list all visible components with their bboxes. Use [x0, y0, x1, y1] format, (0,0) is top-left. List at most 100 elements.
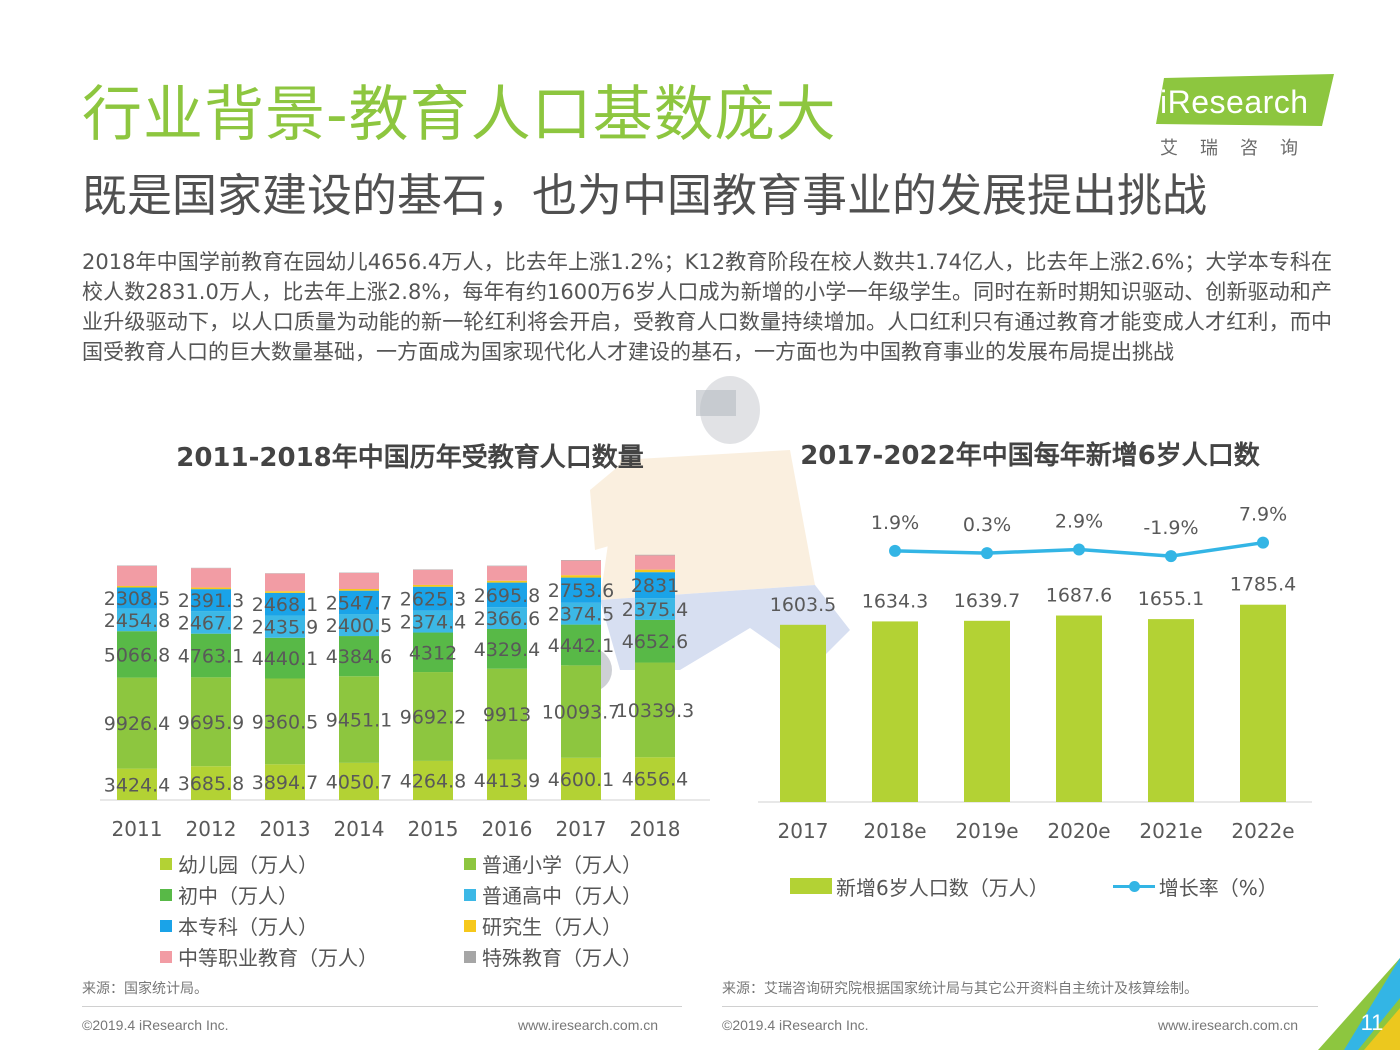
growth-rate-point	[981, 547, 993, 560]
data-label: 4264.8	[400, 770, 466, 792]
legend-item-primary-school: 普通小学（万人）	[464, 848, 680, 879]
bar-segment	[635, 662, 675, 758]
growth-rate-label: -1.9%	[1143, 517, 1198, 539]
data-label: 4329.4	[474, 639, 540, 661]
bar-segment	[339, 636, 379, 677]
legend-swatch	[160, 857, 172, 870]
legend-item-junior-high: 初中（万人）	[160, 879, 464, 910]
data-label: 2308.5	[104, 588, 170, 610]
bar-segment	[117, 677, 157, 769]
data-label: 2625.3	[400, 589, 466, 611]
bar-segment	[339, 676, 379, 763]
data-label: 10339.3	[616, 700, 695, 722]
data-label: 4600.1	[548, 769, 614, 791]
page-number: 11	[1360, 1010, 1384, 1035]
x-tick-label: 2019e	[955, 819, 1018, 843]
legend-swatch	[160, 919, 172, 932]
data-label: 4384.6	[326, 646, 392, 668]
bar-segment	[191, 589, 231, 612]
growth-rate-label: 0.3%	[963, 514, 1011, 536]
bar-segment	[635, 598, 675, 620]
data-label: 2467.2	[178, 612, 244, 634]
x-tick-label: 2016	[482, 817, 533, 841]
iresearch-logo: iResearch 艾瑞咨询	[1146, 74, 1336, 164]
left-source-note: 来源：国家统计局。	[82, 981, 208, 997]
growth-rate-label: 7.9%	[1239, 504, 1287, 526]
legend-label: 中等职业教育（万人）	[178, 946, 378, 970]
left-chart-legend: 幼儿园（万人） 普通小学（万人） 初中（万人） 普通高中（万人） 本专科（万人）…	[160, 848, 680, 976]
x-tick-label: 2021e	[1139, 819, 1202, 843]
data-label: 3894.7	[252, 772, 318, 794]
legend-label: 幼儿园（万人）	[178, 853, 318, 877]
data-label: 10093.7	[542, 702, 621, 724]
footer-url-left: www.iresearch.com.cn	[518, 1017, 659, 1033]
x-tick-label: 2013	[260, 817, 311, 841]
legend-label: 特殊教育（万人）	[482, 946, 642, 970]
data-label: 2468.1	[252, 594, 318, 616]
data-label: 2374.4	[400, 612, 466, 634]
bar-segment	[561, 577, 601, 603]
logo-background-shape	[1156, 74, 1334, 126]
data-label: 2454.8	[104, 610, 170, 632]
data-label: 2547.7	[326, 592, 392, 614]
bar-segment	[635, 569, 675, 573]
data-label: 4652.6	[622, 631, 688, 653]
bar	[780, 624, 826, 802]
bar-segment	[413, 610, 453, 633]
x-tick-label: 2022e	[1231, 819, 1294, 843]
x-tick-label: 2015	[408, 817, 459, 841]
legend-swatch	[464, 919, 476, 932]
bar-segment	[117, 631, 157, 678]
legend-item-kindergarten: 幼儿园（万人）	[160, 848, 464, 879]
legend-swatch	[464, 857, 476, 870]
data-label: 4442.1	[548, 635, 614, 657]
bar-line-combo-chart: 1603.5 2017 1634.3 2018e 1639.7 2019e 1687.6 20…	[758, 504, 1312, 843]
legend-swatch	[464, 888, 476, 901]
bar	[1056, 615, 1102, 802]
bar-segment	[265, 615, 305, 638]
bar-segment	[487, 580, 527, 583]
x-tick-label: 2018	[630, 817, 681, 841]
bar-value-label: 1603.5	[770, 594, 836, 616]
data-label: 2391.3	[178, 590, 244, 612]
right-chart-title: 2017-2022年中国每年新增6岁人口数	[800, 441, 1260, 471]
bar-segment	[413, 672, 453, 761]
bar-segment	[117, 768, 157, 800]
legend-item-undergraduate: 本专科（万人）	[160, 910, 464, 941]
bar-segment	[561, 560, 601, 561]
right-source-note: 来源：艾瑞咨询研究院根据国家统计局与其它公开资料自主统计及核算绘制。	[722, 981, 1198, 997]
data-label: 9926.4	[104, 713, 170, 735]
legend-label: 本专科（万人）	[178, 915, 318, 939]
footer-copyright-left: ©2019.4 iResearch Inc.	[82, 1017, 229, 1033]
data-label: 2695.8	[474, 585, 540, 607]
legend-label: 研究生（万人）	[482, 915, 622, 939]
x-tick-label: 2011	[112, 817, 163, 841]
legend-swatch	[160, 888, 172, 901]
x-tick-label: 2017	[556, 817, 607, 841]
bar-segment	[265, 592, 305, 616]
bar-segment	[487, 566, 527, 581]
bar	[872, 621, 918, 802]
growth-rate-label: 1.9%	[871, 512, 919, 534]
data-label: 2374.5	[548, 604, 614, 626]
bar-segment	[635, 555, 675, 570]
bar-segment	[413, 584, 453, 587]
logo-chinese-name: 艾瑞咨询	[1160, 138, 1320, 159]
bar	[1240, 604, 1286, 802]
bar-segment	[561, 602, 601, 625]
legend-item-special-education: 特殊教育（万人）	[464, 941, 680, 972]
growth-rate-point	[889, 544, 901, 557]
bar-segment	[487, 582, 527, 608]
x-tick-label: 2014	[334, 817, 385, 841]
legend-bar-swatch	[790, 878, 832, 894]
bar-segment	[561, 575, 601, 578]
footer-url-right: www.iresearch.com.cn	[1158, 1017, 1299, 1033]
bar-value-label: 1639.7	[954, 590, 1020, 612]
data-label: 3685.8	[178, 773, 244, 795]
page-subtitle: 既是国家建设的基石，也为中国教育事业的发展提出挑战	[82, 169, 1208, 222]
footer-copyright-right: ©2019.4 iResearch Inc.	[722, 1017, 869, 1033]
bar-segment	[635, 757, 675, 800]
data-label: 9451.1	[326, 710, 392, 732]
legend-label: 普通小学（万人）	[482, 853, 642, 877]
